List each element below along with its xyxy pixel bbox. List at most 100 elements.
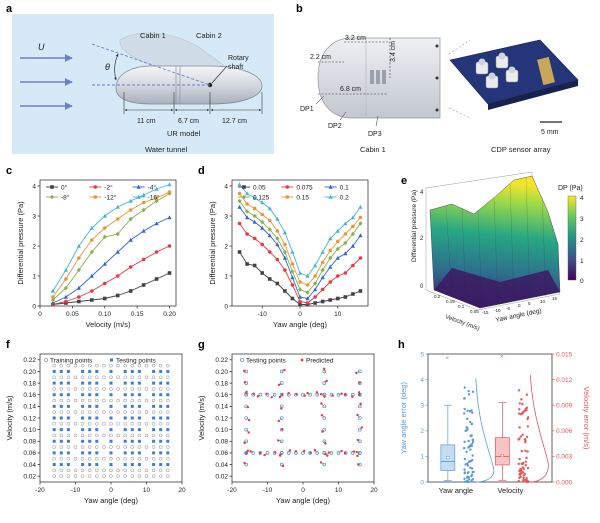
training-point <box>117 446 120 449</box>
data-point <box>359 216 363 220</box>
data-point <box>328 298 332 302</box>
e-zlabel: Differential pressure (Pa) <box>411 190 418 262</box>
data-point <box>313 301 317 305</box>
training-point <box>67 434 70 437</box>
testing-point <box>131 428 134 431</box>
e-ztick-4: 4 <box>420 190 424 196</box>
predicted-point <box>281 393 283 395</box>
training-point <box>67 411 70 414</box>
training-point <box>110 399 113 402</box>
error-point <box>524 450 526 452</box>
data-point <box>358 205 362 209</box>
training-point <box>53 387 56 390</box>
training-point <box>67 446 70 449</box>
predicted-point <box>351 396 353 398</box>
y-axis-label: Velocity (m/s) <box>197 395 206 441</box>
panel-letter: f <box>6 339 10 351</box>
right-y-tick-label: 0.003 <box>556 454 573 461</box>
colorbar-tick: 4 <box>580 195 584 202</box>
data-point <box>283 250 287 255</box>
y-tick-label: 0.04 <box>23 462 36 469</box>
legend-marker <box>242 185 246 189</box>
training-point <box>67 376 70 379</box>
testing-point <box>95 405 98 408</box>
predicted-point <box>295 393 297 395</box>
training-point <box>159 457 162 460</box>
error-point <box>526 394 528 396</box>
data-point <box>344 295 348 299</box>
training-point <box>110 422 113 425</box>
predicted-point <box>326 380 328 382</box>
legend-label: -8° <box>61 193 70 201</box>
error-point <box>469 467 471 469</box>
colorbar-ticks: 4 3 2 1 0 <box>580 195 584 285</box>
data-point <box>283 268 287 272</box>
training-point <box>159 475 162 478</box>
x-tick-label: -10 <box>71 487 81 494</box>
x-axis-label: Yaw angle (deg) <box>273 320 328 329</box>
predicted-point <box>306 392 308 394</box>
error-point <box>525 409 527 411</box>
training-point <box>81 446 84 449</box>
data-point <box>276 282 280 286</box>
testing-point <box>53 382 56 385</box>
testing-point <box>159 370 162 373</box>
predicted-point <box>277 439 279 441</box>
predicted-point <box>243 442 245 444</box>
training-point <box>67 364 70 367</box>
training-point <box>131 446 134 449</box>
training-point <box>95 469 98 472</box>
training-point <box>159 364 162 367</box>
testing-point <box>88 428 91 431</box>
x-tick-label: 10 <box>143 487 151 494</box>
error-point <box>520 435 522 437</box>
y-tick-label: 0.22 <box>215 357 228 364</box>
data-point <box>268 219 272 223</box>
training-point <box>67 475 70 478</box>
error-point <box>518 389 520 391</box>
training-point <box>159 469 162 472</box>
panel-a-letter: a <box>6 3 13 15</box>
colorbar-title: DP (Pa) <box>558 185 583 192</box>
x-tick-label: -10 <box>258 311 268 318</box>
colorbar-tick: 1 <box>580 258 584 265</box>
y-tick-label: 0.08 <box>23 439 36 446</box>
left-y-tick-label: 4 <box>420 377 424 384</box>
error-point <box>464 458 466 460</box>
error-point <box>466 410 468 412</box>
y-tick-label: 0.10 <box>23 427 36 434</box>
data-point <box>103 226 107 230</box>
training-point <box>145 399 148 402</box>
testing-point <box>166 451 169 454</box>
category-label: Velocity <box>497 486 523 495</box>
training-point <box>95 457 98 460</box>
error-point <box>523 468 525 470</box>
training-point <box>159 387 162 390</box>
predicted-point <box>328 451 330 453</box>
training-point <box>124 469 127 472</box>
panel-b-letter: b <box>296 3 303 15</box>
right-y-axis-label: Velocity error (m/s) <box>582 387 591 450</box>
y-axis-label: Differential pressure (Pa) <box>16 201 25 285</box>
right-y-tick-label: 0.015 <box>556 351 573 358</box>
panel-h-chart: h0123450.0000.0030.0060.0090.0120.015Yaw… <box>398 339 591 495</box>
training-point <box>145 376 148 379</box>
training-point <box>81 376 84 379</box>
training-point <box>138 446 141 449</box>
training-point <box>159 411 162 414</box>
x-tick-label: 0 <box>38 311 42 318</box>
training-point <box>138 469 141 472</box>
predicted-point <box>320 393 322 395</box>
testing-point <box>138 393 141 396</box>
training-point <box>166 376 169 379</box>
testing-point <box>159 463 162 466</box>
legend-marker <box>94 185 98 189</box>
training-point <box>166 457 169 460</box>
error-point <box>469 410 471 412</box>
training-point <box>102 387 105 390</box>
data-point <box>168 190 172 194</box>
testing-point <box>138 440 141 443</box>
training-point <box>145 364 148 367</box>
